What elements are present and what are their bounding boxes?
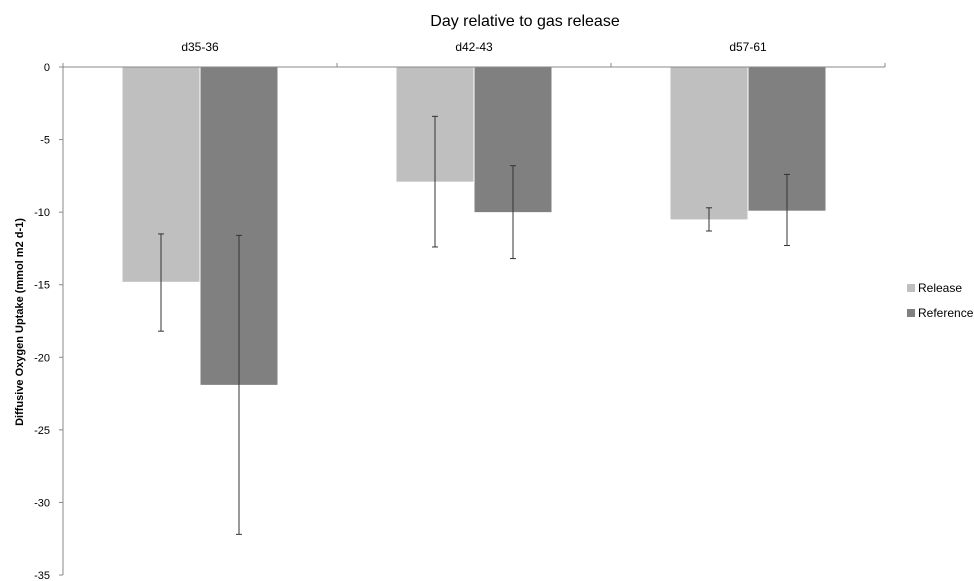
y-tick-label: -25 [34,425,50,437]
chart-title: Day relative to gas release [430,13,620,30]
category-labels: d35-36 d42-43 d57-61 [181,40,767,54]
y-axis-label: Diffusive Oxygen Uptake (mmol m2 d-1) [14,218,26,426]
bar-release-2 [670,67,748,220]
category-label: d57-61 [729,40,767,54]
legend-label-reference: Reference [918,306,974,320]
y-tick-label: -35 [34,570,50,581]
category-label: d42-43 [455,40,493,54]
legend: Release Reference [907,281,974,320]
legend-swatch-release [907,284,915,292]
y-axis: 0 -5 -10 -15 -20 -25 -30 -35 [34,62,64,581]
y-tick-label: -10 [34,207,50,219]
y-tick-label: -30 [34,497,50,509]
legend-label-release: Release [918,281,962,295]
bars [122,67,826,385]
category-label: d35-36 [181,40,219,54]
x-axis [62,63,886,68]
y-tick-label: -20 [34,352,50,364]
error-bars [158,115,790,535]
y-tick-label: 0 [44,62,50,74]
y-tick-label: -5 [40,135,50,147]
legend-swatch-reference [907,309,915,317]
y-tick-label: -15 [34,280,50,292]
